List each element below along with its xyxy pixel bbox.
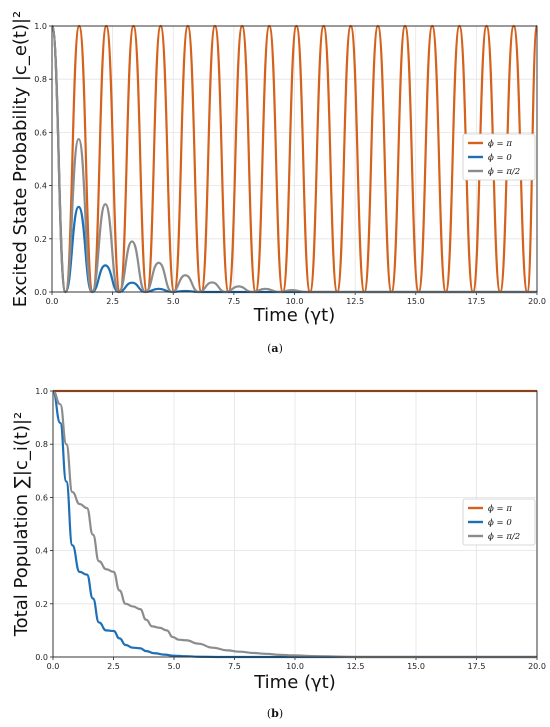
y-tick-label: 0.8 <box>34 75 47 84</box>
x-tick-label: 15.0 <box>407 662 425 671</box>
y-tick-label: 0.6 <box>34 128 47 137</box>
legend: ϕ = π ϕ = 0 ϕ = π/2 <box>462 133 536 181</box>
series-line-2 <box>52 389 537 659</box>
legend-label: ϕ = π/2 <box>488 532 520 542</box>
plot-frame <box>52 390 538 658</box>
x-tick-label: 5.0 <box>168 662 181 671</box>
y-tick-label: 1.0 <box>34 22 47 31</box>
x-tick-label: 17.5 <box>468 662 486 671</box>
y-tick-label: 0.2 <box>35 600 48 609</box>
x-tick-label: 20.0 <box>528 297 546 306</box>
y-tick-label: 0.4 <box>35 547 48 556</box>
series-line-1 <box>51 389 537 659</box>
series-line-2 <box>50 24 537 294</box>
x-tick-label: 7.5 <box>228 297 241 306</box>
x-tick-label: 5.0 <box>167 297 180 306</box>
x-axis-label: Time (γt) <box>253 305 336 326</box>
chart-panel-a: 0.0 2.5 5.0 7.5 10.0 12.5 15.0 17.5 20.0 0.0 0.2 0.… <box>10 11 546 355</box>
y-tick-label: 0.8 <box>35 440 48 449</box>
panel-caption: (a) <box>267 342 283 355</box>
y-tick-label: 0.4 <box>34 182 47 191</box>
legend-label: ϕ = 0 <box>488 518 512 528</box>
x-tick-label: 2.5 <box>107 662 120 671</box>
y-tick-label: 1.0 <box>35 387 48 396</box>
y-tick-label: 0.0 <box>34 288 47 297</box>
x-tick-label: 7.5 <box>228 662 241 671</box>
x-tick-label: 10.0 <box>286 297 304 306</box>
plot-frame <box>51 25 538 293</box>
legend-box <box>462 133 536 181</box>
x-tick-label: 15.0 <box>407 297 425 306</box>
x-tick-label: 10.0 <box>286 662 304 671</box>
panel-caption: (b) <box>267 707 283 720</box>
x-tick-label: 2.5 <box>106 297 119 306</box>
x-tick-label: 0.0 <box>46 297 59 306</box>
y-axis-label: Excited State Probability |c_e(t)|² <box>10 11 31 308</box>
legend-box <box>462 498 536 546</box>
legend-label: ϕ = 0 <box>488 153 512 163</box>
x-tick-label: 17.5 <box>467 297 485 306</box>
y-axis-label: Total Population ∑|c_i(t)|² <box>11 412 32 638</box>
chart-panel-b: 0.0 2.5 5.0 7.5 10.0 12.5 15.0 17.5 20.0 0.0 0.2 0.… <box>11 387 546 720</box>
y-tick-label: 0.2 <box>34 235 47 244</box>
legend-label: ϕ = π <box>488 139 512 149</box>
legend-label: ϕ = π/2 <box>488 167 520 177</box>
y-tick-label: 0.6 <box>35 493 48 502</box>
y-tick-label: 0.0 <box>35 653 48 662</box>
x-axis-label: Time (γt) <box>253 672 336 693</box>
x-tick-label: 12.5 <box>346 297 364 306</box>
x-tick-label: 0.0 <box>47 662 60 671</box>
x-tick-label: 20.0 <box>528 662 546 671</box>
legend-label: ϕ = π <box>488 504 512 514</box>
legend: ϕ = π ϕ = 0 ϕ = π/2 <box>462 498 536 546</box>
x-tick-label: 12.5 <box>347 662 365 671</box>
